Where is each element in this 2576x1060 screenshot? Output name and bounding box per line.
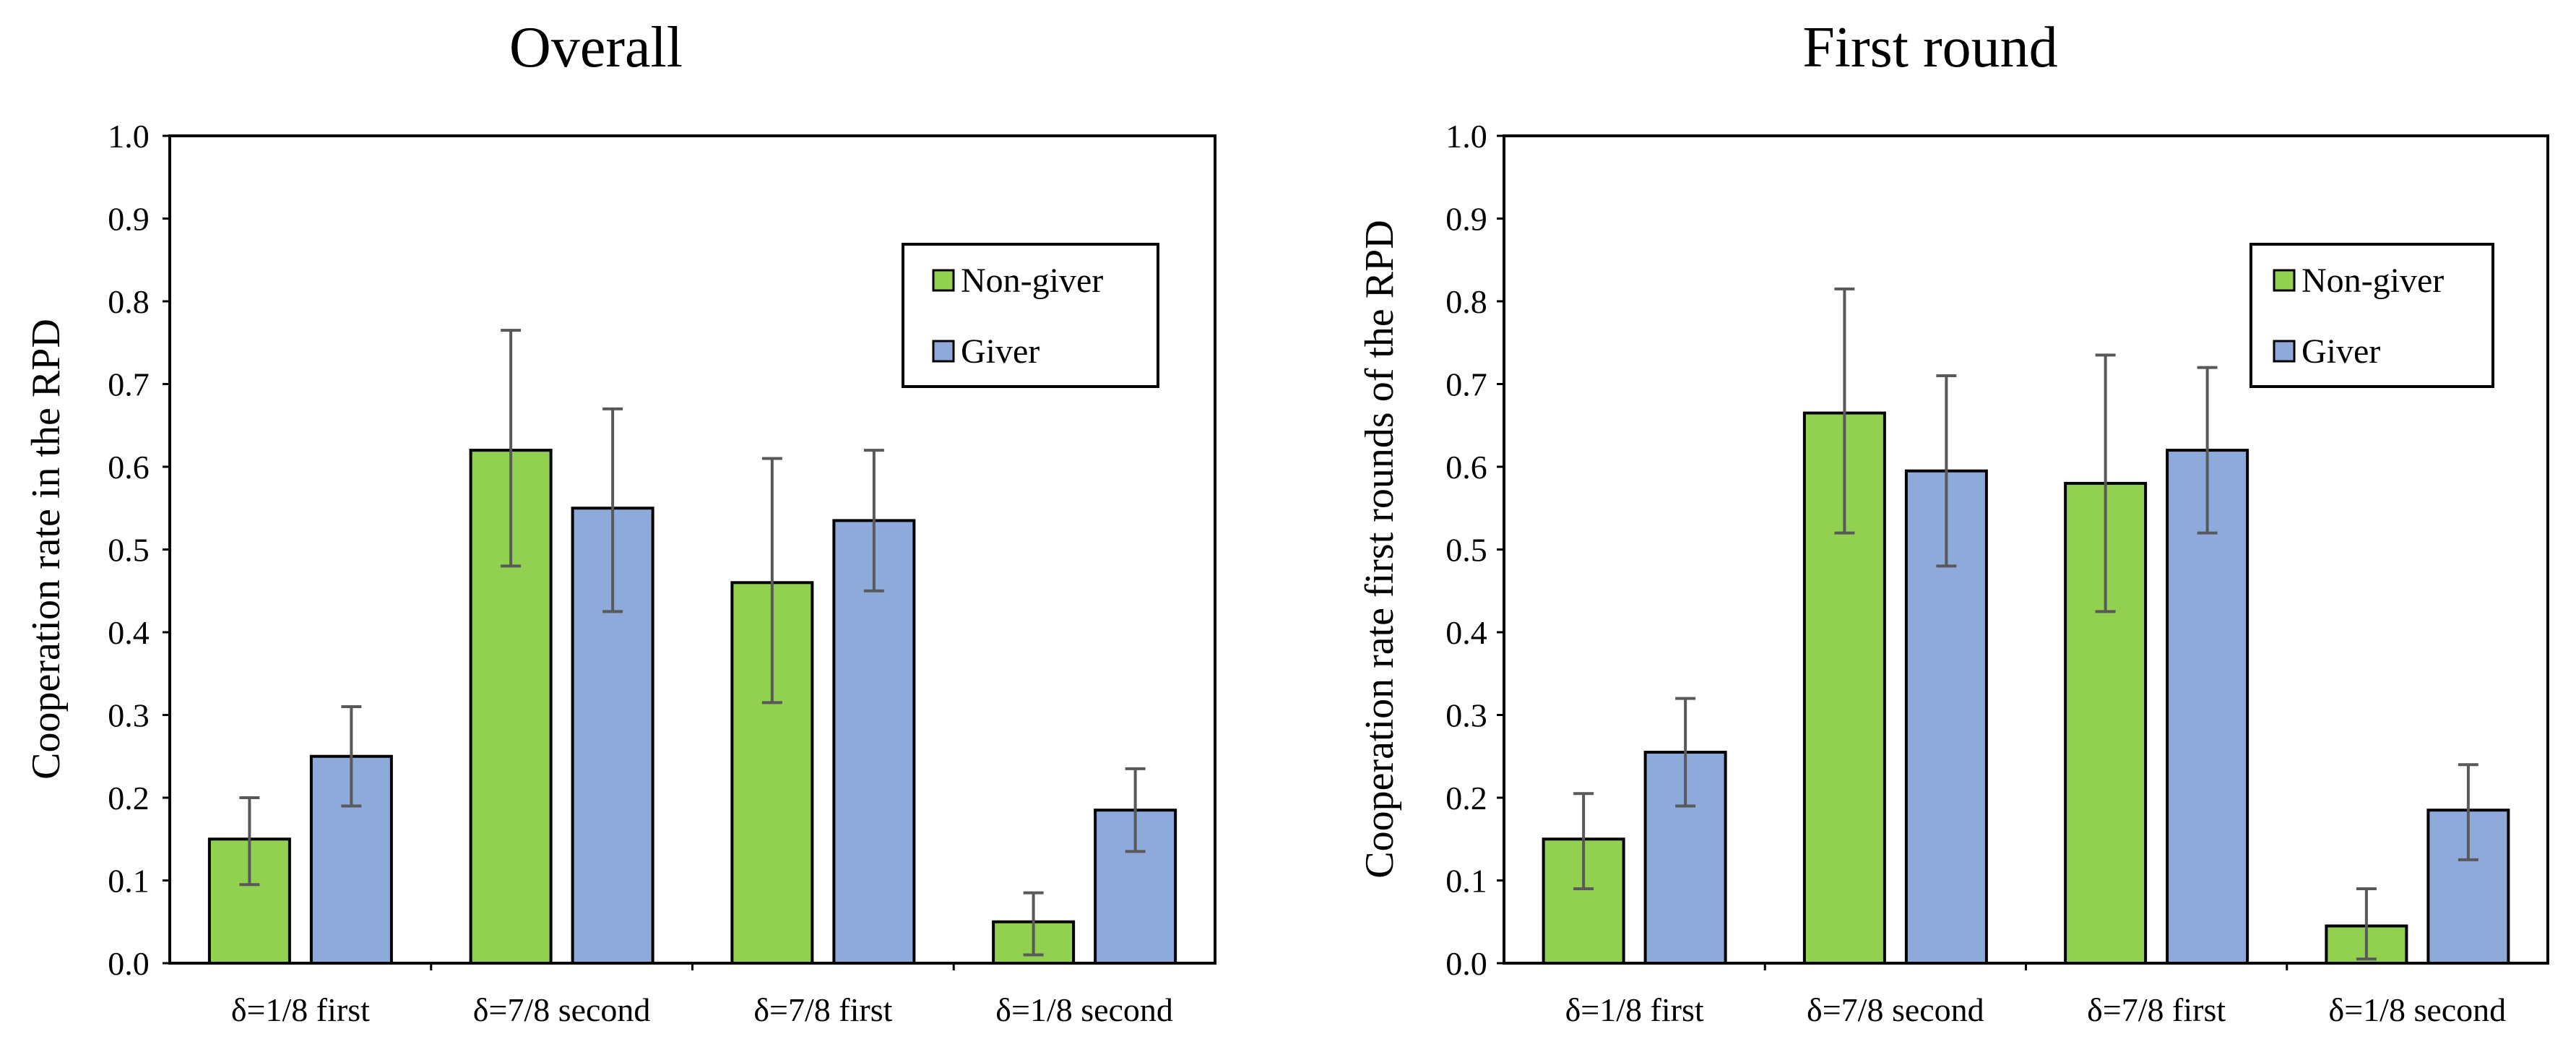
bar-giver <box>2166 449 2249 965</box>
chart-title: First round <box>1802 16 2057 79</box>
y-tick-label: 0.8 <box>1445 283 1487 320</box>
y-tick-label: 0.7 <box>108 366 150 403</box>
y-tick-label: 0.0 <box>108 945 150 982</box>
y-tick-label: 0.9 <box>1445 201 1487 238</box>
legend-box <box>2249 243 2494 388</box>
legend-swatch-non-giver <box>932 269 955 292</box>
x-tick-label: δ=1/8 second <box>995 991 1173 1028</box>
legend-swatch-non-giver <box>2273 269 2296 292</box>
bar-giver <box>832 519 916 965</box>
legend: Non-giver Giver <box>902 243 1159 388</box>
y-tick-label: 0.5 <box>108 532 150 569</box>
y-tick-label: 0.3 <box>108 697 150 734</box>
legend-label-giver: Giver <box>961 332 1040 371</box>
legend-swatch-giver <box>932 340 955 363</box>
y-tick-label: 0.0 <box>1445 945 1487 982</box>
y-tick-label: 0.8 <box>108 283 150 320</box>
y-tick-label: 0.1 <box>1445 863 1487 900</box>
x-tick-label: δ=1/8 first <box>1565 991 1704 1028</box>
legend: Non-giver Giver <box>2249 243 2494 388</box>
x-tick-label: δ=7/8 second <box>473 991 651 1028</box>
x-tick-label: δ=1/8 second <box>2329 991 2507 1028</box>
x-tick-label: δ=7/8 first <box>753 991 892 1028</box>
chart-first-round: First round Cooperation rate first round… <box>1357 16 2549 1028</box>
y-tick-label: 0.2 <box>1445 780 1487 816</box>
legend-swatch-giver <box>2273 340 2296 363</box>
x-tick-label: δ=7/8 first <box>2087 991 2226 1028</box>
legend-label-non-giver: Non-giver <box>2301 262 2444 300</box>
legend-label-non-giver: Non-giver <box>961 262 1103 300</box>
y-tick-label: 1.0 <box>108 118 150 155</box>
y-tick-label: 0.6 <box>108 449 150 486</box>
y-tick-label: 0.4 <box>108 614 150 651</box>
legend-box <box>902 243 1159 388</box>
y-tick-label: 0.2 <box>108 780 150 816</box>
y-tick-label: 0.3 <box>1445 697 1487 734</box>
x-tick-label: δ=7/8 second <box>1807 991 1984 1028</box>
y-tick-label: 1.0 <box>1445 118 1487 155</box>
y-tick-label: 0.1 <box>108 863 150 900</box>
y-tick-label: 0.4 <box>1445 614 1487 651</box>
y-tick-label: 0.9 <box>108 201 150 238</box>
chart-overall: Overall Cooperation rate in the RPD 0.0 0… <box>24 16 1216 1028</box>
legend-label-giver: Giver <box>2301 332 2380 371</box>
y-tick-label: 0.5 <box>1445 532 1487 569</box>
y-tick-label: 0.6 <box>1445 449 1487 486</box>
y-tick-label: 0.7 <box>1445 366 1487 403</box>
x-tick-label: δ=1/8 first <box>231 991 370 1028</box>
y-axis-label: Cooperation rate in the RPD <box>24 319 69 780</box>
chart-title: Overall <box>509 16 683 79</box>
y-axis-label: Cooperation rate first rounds of the RPD <box>1357 220 1402 878</box>
